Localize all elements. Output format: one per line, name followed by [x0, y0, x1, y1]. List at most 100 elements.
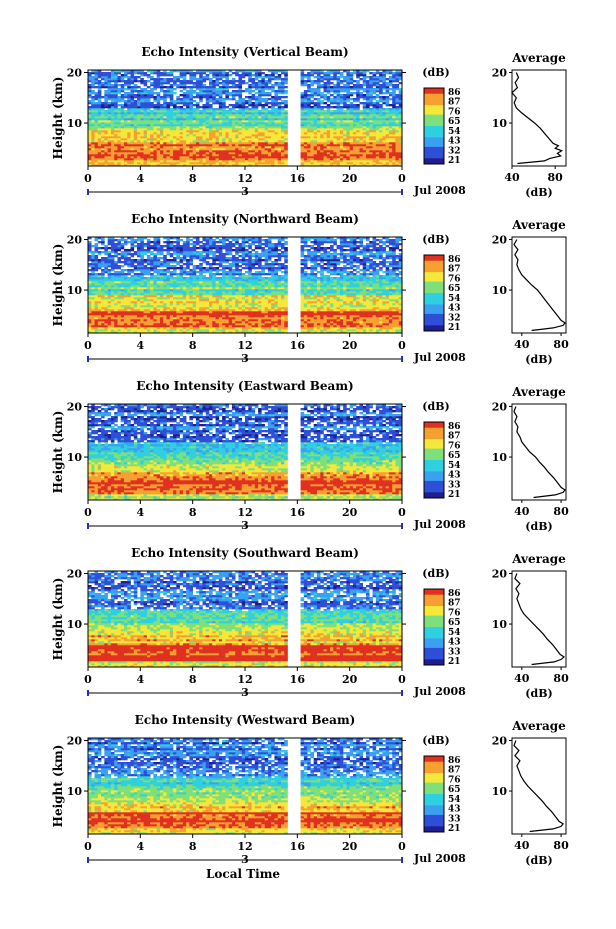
heatmap-cell	[382, 158, 386, 161]
heatmap-cell	[310, 116, 314, 119]
heatmap-cell	[123, 138, 128, 141]
heatmap-cell	[215, 100, 220, 103]
heatmap-cell	[202, 158, 207, 161]
heatmap-cell	[150, 114, 154, 117]
heatmap-cell	[209, 112, 213, 115]
heatmap-cell	[320, 146, 324, 149]
heatmap-cell	[284, 162, 288, 165]
heatmap-cell	[261, 128, 265, 131]
heatmap-cell	[372, 90, 377, 93]
heatmap-cell	[143, 162, 148, 165]
heatmap-cell	[343, 315, 347, 318]
heatmap-cell	[153, 319, 157, 322]
heatmap-cell	[395, 146, 400, 149]
heatmap-cell	[101, 313, 105, 316]
heatmap-cell	[91, 84, 95, 87]
heatmap-cell	[333, 76, 337, 79]
heatmap-cell	[303, 160, 308, 163]
heatmap-cell	[271, 325, 275, 328]
heatmap-cell	[143, 150, 148, 153]
heatmap-cell	[107, 120, 112, 123]
heatmap-cell	[388, 134, 393, 137]
heatmap-cell	[140, 317, 144, 320]
heatmap-cell	[218, 329, 223, 332]
heatmap-cell	[395, 128, 400, 131]
heatmap-cell	[205, 136, 210, 139]
heatmap-cell	[333, 128, 337, 131]
heatmap-cell	[316, 146, 321, 149]
heatmap-cell	[215, 94, 220, 97]
heatmap-cell	[392, 128, 396, 131]
heatmap-cell	[107, 150, 112, 153]
heatmap-cell	[186, 327, 190, 330]
heatmap-cell	[231, 86, 236, 89]
heatmap-cell	[156, 144, 161, 147]
heatmap-cell	[228, 146, 233, 149]
heatmap-cell	[228, 158, 233, 161]
heatmap-cell	[330, 82, 334, 85]
heatmap-cell	[323, 164, 328, 167]
heatmap-cell	[277, 331, 282, 334]
heatmap-cell	[372, 116, 377, 119]
heatmap-cell	[176, 84, 180, 87]
heatmap-cell	[202, 331, 207, 334]
heatmap-cell	[143, 82, 148, 85]
heatmap-cell	[369, 98, 373, 101]
heatmap-cell	[173, 120, 177, 123]
heatmap-cell	[395, 114, 400, 117]
heatmap-cell	[153, 100, 157, 103]
heatmap-cell	[146, 122, 151, 125]
heatmap-cell	[277, 323, 282, 326]
heatmap-cell	[343, 152, 347, 155]
heatmap-cell	[271, 142, 275, 145]
heatmap-cell	[130, 120, 135, 123]
heatmap-cell	[163, 136, 167, 139]
heatmap-cell	[153, 130, 157, 133]
heatmap-cell	[323, 146, 328, 149]
heatmap-cell	[343, 317, 347, 320]
heatmap-cell	[277, 82, 282, 85]
heatmap-cell	[114, 112, 118, 115]
heatmap-cell	[225, 144, 229, 147]
heatmap-cell	[101, 319, 105, 322]
heatmap-cell	[330, 116, 334, 119]
heatmap-cell	[352, 160, 357, 163]
heatmap-cell	[195, 110, 200, 113]
heatmap-cell	[385, 315, 390, 318]
heatmap-cell	[388, 136, 393, 139]
heatmap-cell	[392, 74, 396, 77]
heatmap-cell	[356, 128, 360, 131]
heatmap-cell	[225, 325, 229, 328]
heatmap-cell	[346, 132, 350, 135]
heatmap-cell	[88, 120, 92, 123]
heatmap-cell	[372, 140, 377, 143]
heatmap-cell	[202, 78, 207, 81]
heatmap-cell	[362, 84, 367, 87]
heatmap-cell	[225, 156, 229, 159]
heatmap-cell	[202, 164, 207, 167]
heatmap-cell	[202, 138, 207, 141]
heatmap-cell	[326, 154, 331, 157]
heatmap-cell	[195, 122, 200, 125]
heatmap-cell	[316, 331, 321, 334]
heatmap-cell	[104, 156, 108, 159]
heatmap-cell	[339, 74, 344, 77]
heatmap-cell	[146, 130, 151, 133]
heatmap-cell	[222, 106, 226, 109]
heatmap-cell	[303, 325, 308, 328]
heatmap-cell	[166, 156, 171, 159]
heatmap-cell	[369, 160, 373, 163]
heatmap-cell	[235, 313, 239, 316]
heatmap-cell	[114, 76, 118, 79]
heatmap-cell	[251, 132, 256, 135]
heatmap-cell	[346, 118, 350, 121]
heatmap-cell	[110, 317, 115, 320]
heatmap-cell	[209, 162, 213, 165]
heatmap-cell	[369, 96, 373, 99]
heatmap-cell	[107, 136, 112, 139]
heatmap-cell	[238, 329, 243, 332]
heatmap-cell	[143, 148, 148, 151]
heatmap-cell	[343, 116, 347, 119]
heatmap-cell	[352, 108, 357, 111]
heatmap-cell	[248, 88, 252, 91]
